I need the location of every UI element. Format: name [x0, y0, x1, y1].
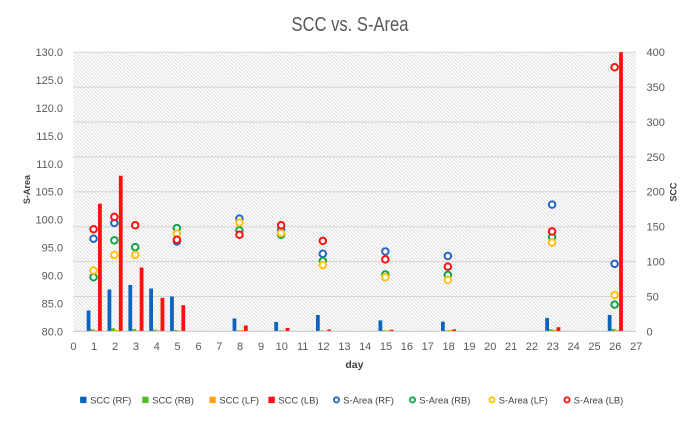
svg-text:2: 2: [112, 341, 118, 353]
svg-text:110.0: 110.0: [36, 159, 63, 171]
svg-text:SCC (RB): SCC (RB): [152, 395, 194, 406]
svg-text:S-Area (RF): S-Area (RF): [343, 395, 394, 406]
svg-text:14: 14: [359, 341, 371, 353]
svg-text:24: 24: [567, 341, 579, 353]
svg-text:17: 17: [422, 341, 434, 353]
svg-text:S-Area (RB): S-Area (RB): [419, 395, 470, 406]
svg-text:21: 21: [505, 341, 517, 353]
svg-text:SCC (LB): SCC (LB): [278, 395, 318, 406]
svg-text:26: 26: [609, 341, 621, 353]
svg-text:day: day: [345, 359, 363, 371]
svg-text:200: 200: [647, 187, 665, 199]
svg-text:1: 1: [91, 341, 97, 353]
svg-text:11: 11: [297, 341, 308, 353]
svg-text:22: 22: [526, 341, 538, 353]
svg-text:SCC (LF): SCC (LF): [219, 395, 259, 406]
svg-text:400: 400: [647, 47, 665, 59]
svg-text:120.0: 120.0: [35, 103, 63, 115]
svg-text:350: 350: [647, 82, 665, 94]
svg-text:15: 15: [380, 341, 392, 353]
svg-text:300: 300: [647, 117, 665, 129]
svg-text:12: 12: [317, 341, 329, 353]
svg-text:10: 10: [276, 341, 288, 353]
svg-text:0: 0: [647, 326, 653, 338]
svg-text:16: 16: [401, 341, 413, 353]
svg-text:6: 6: [195, 341, 201, 353]
svg-text:SCC: SCC: [669, 182, 679, 202]
svg-text:100: 100: [647, 257, 665, 269]
svg-text:5: 5: [175, 341, 181, 353]
svg-text:125.0: 125.0: [35, 75, 63, 87]
svg-text:9: 9: [258, 341, 264, 353]
svg-text:85.0: 85.0: [42, 298, 63, 310]
svg-text:8: 8: [237, 341, 243, 353]
svg-text:150: 150: [647, 222, 665, 234]
svg-text:SCC vs. S-Area: SCC vs. S-Area: [292, 14, 410, 36]
svg-text:13: 13: [338, 341, 350, 353]
svg-text:100.0: 100.0: [35, 215, 63, 227]
svg-text:18: 18: [442, 341, 454, 353]
svg-text:95.0: 95.0: [42, 243, 63, 255]
svg-text:250: 250: [647, 152, 665, 164]
svg-text:115.0: 115.0: [36, 131, 63, 143]
svg-text:7: 7: [216, 341, 222, 353]
svg-text:4: 4: [154, 341, 160, 353]
svg-text:20: 20: [484, 341, 496, 353]
svg-text:0: 0: [70, 341, 76, 353]
svg-text:27: 27: [630, 341, 642, 353]
svg-text:S-Area (LB): S-Area (LB): [574, 395, 624, 406]
svg-text:105.0: 105.0: [35, 187, 63, 199]
svg-text:S-Area (LF): S-Area (LF): [499, 395, 548, 406]
svg-text:25: 25: [588, 341, 600, 353]
svg-text:23: 23: [547, 341, 559, 353]
svg-text:S-Area: S-Area: [22, 174, 32, 204]
svg-text:130.0: 130.0: [35, 47, 63, 59]
svg-text:19: 19: [463, 341, 475, 353]
svg-text:SCC (RF): SCC (RF): [90, 395, 131, 406]
svg-text:90.0: 90.0: [42, 271, 63, 283]
svg-text:3: 3: [133, 341, 139, 353]
svg-text:80.0: 80.0: [42, 326, 63, 338]
svg-text:50: 50: [647, 291, 659, 303]
